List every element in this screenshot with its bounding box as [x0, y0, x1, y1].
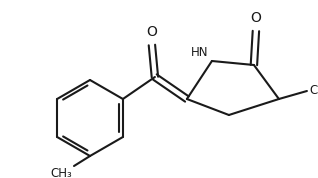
- Text: O: O: [251, 11, 261, 25]
- Text: O: O: [147, 25, 157, 39]
- Text: CH₃: CH₃: [309, 85, 318, 98]
- Text: HN: HN: [190, 46, 208, 59]
- Text: CH₃: CH₃: [50, 167, 72, 178]
